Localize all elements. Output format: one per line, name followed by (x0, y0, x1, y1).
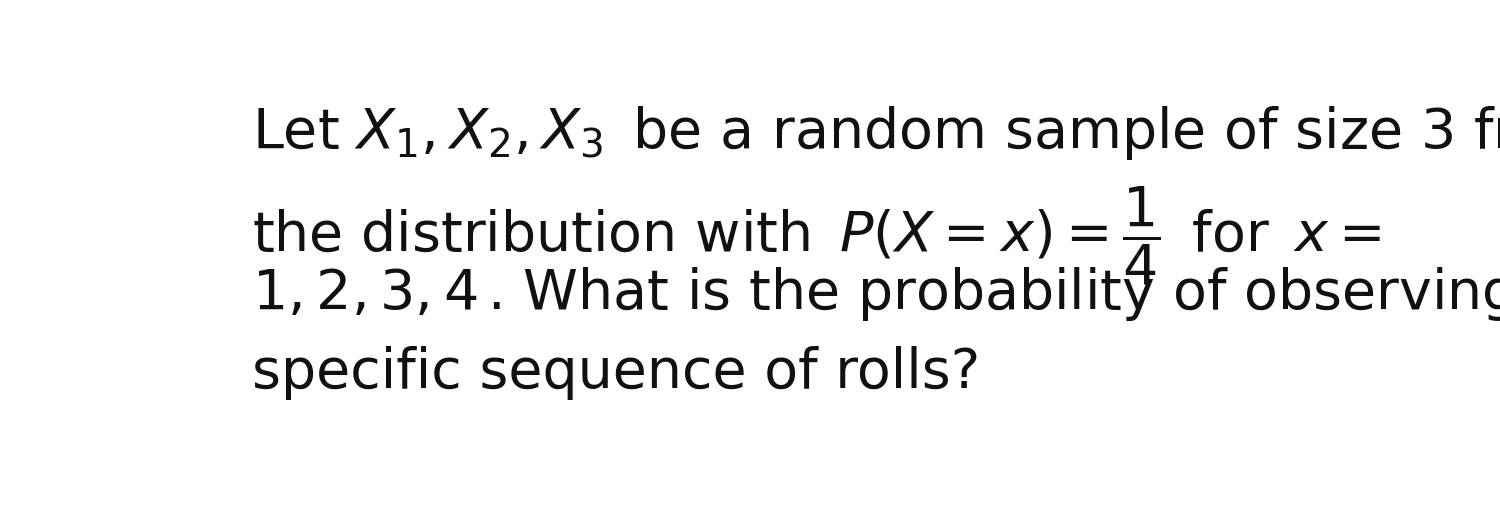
Text: Let $X_1, X_2, X_3\,$ be a random sample of size 3 from: Let $X_1, X_2, X_3\,$ be a random sample… (252, 104, 1500, 162)
Text: specific sequence of rolls?: specific sequence of rolls? (252, 346, 980, 400)
Text: the distribution with $\,P(X = x) = \dfrac{1}{4}\,$ for $\,x =$: the distribution with $\,P(X = x) = \dfr… (252, 185, 1382, 287)
Text: $1, 2, 3, 4\,$. What is the probability of observing a: $1, 2, 3, 4\,$. What is the probability … (252, 266, 1500, 324)
